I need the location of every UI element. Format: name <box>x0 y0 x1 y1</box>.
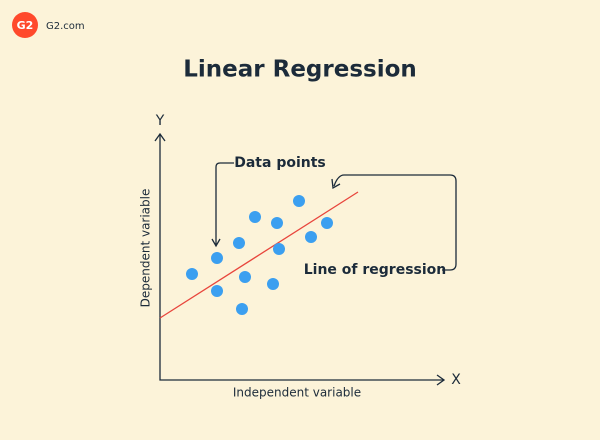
x-letter: X <box>451 372 461 388</box>
point <box>236 303 248 315</box>
line-annotation: Line of regression <box>304 262 447 278</box>
point <box>267 278 279 290</box>
point <box>233 237 245 249</box>
data-points <box>186 195 333 315</box>
point <box>271 217 283 229</box>
title: Linear Regression <box>183 57 417 83</box>
y-label: Dependent variable <box>139 189 153 308</box>
point <box>249 211 261 223</box>
site-name: G2.com <box>46 21 85 32</box>
axis-arrows <box>154 132 446 386</box>
logo-mark: G2 <box>17 19 34 32</box>
point <box>321 217 333 229</box>
point <box>211 285 223 297</box>
logo-badge <box>12 12 38 38</box>
point <box>305 231 317 243</box>
point <box>273 243 285 255</box>
point <box>293 195 305 207</box>
point <box>239 271 251 283</box>
x-label: Independent variable <box>233 386 361 400</box>
points-annotation: Data points <box>234 155 326 171</box>
axes <box>159 135 443 381</box>
regression-line <box>159 191 359 319</box>
line-arrow <box>331 174 457 271</box>
points-arrow <box>211 162 234 248</box>
point <box>211 252 223 264</box>
point <box>186 268 198 280</box>
y-letter: Y <box>155 113 165 129</box>
